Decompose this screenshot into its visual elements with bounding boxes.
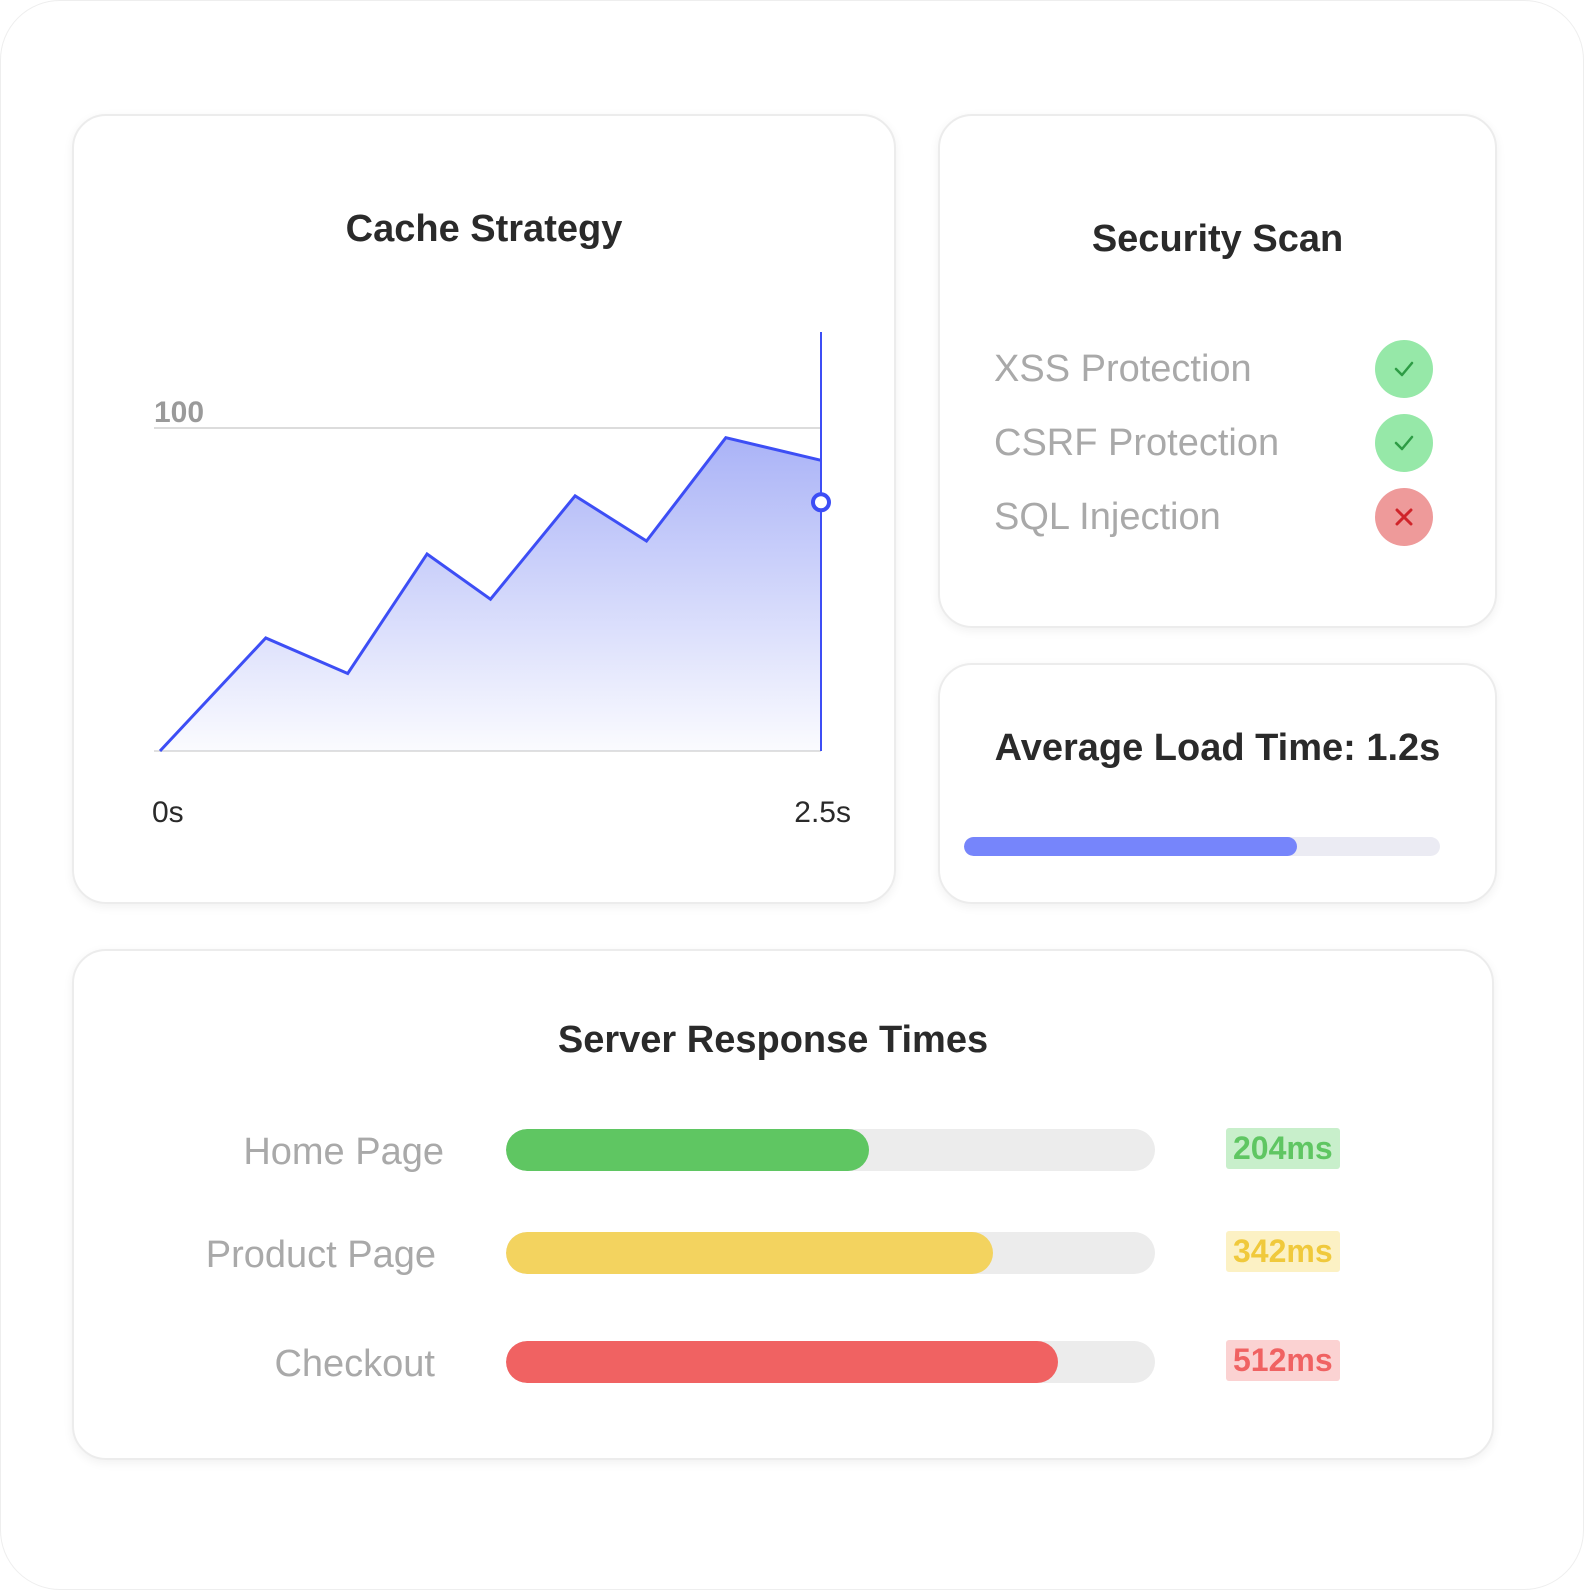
response-time-badge: 342ms [1226,1231,1340,1272]
security-item-label: CSRF Protection [994,422,1280,464]
check-icon [1375,414,1433,472]
server-response-title: Server Response Times [557,1019,989,1061]
security-scan-title: Security Scan [1091,218,1344,260]
load-time-card: Average Load Time: 1.2s [938,663,1497,904]
load-time-progress [964,837,1440,856]
response-bar-fill [506,1232,993,1274]
response-row-label: Checkout [274,1343,435,1385]
x-tick-label: 0s [152,796,184,829]
response-bar-fill [506,1341,1058,1383]
cache-strategy-chart: 100 0s 2.5s [152,332,851,829]
x-tick-label: 2.5s [794,796,851,829]
response-time-badge: 512ms [1226,1340,1340,1381]
security-item: XSS Protection [994,340,1433,400]
cache-strategy-title: Cache Strategy [345,208,623,250]
server-response-card: Server Response Times Home Page 204ms Pro… [72,949,1494,1460]
cursor-marker [811,492,831,513]
area-fill [160,437,821,751]
check-icon [1375,340,1433,398]
security-item: CSRF Protection [994,414,1433,474]
response-time-badge: 204ms [1226,1128,1340,1169]
response-bar [506,1341,1155,1383]
security-item-label: SQL Injection [994,496,1221,538]
security-item-label: XSS Protection [994,348,1252,390]
x-icon [1375,488,1433,546]
response-bar-fill [506,1129,870,1171]
load-time-progress-fill [964,837,1298,856]
response-row-label: Home Page [243,1131,444,1173]
response-bar [506,1129,1155,1171]
load-time-title: Average Load Time: 1.2s [994,727,1441,769]
security-item: SQL Injection [994,488,1433,548]
cache-strategy-card: Cache Strategy 100 0s 2.5s [72,114,896,904]
response-bar [506,1232,1155,1274]
security-scan-card: Security Scan XSS Protection CSRF Protec… [938,114,1497,628]
response-row-label: Product Page [205,1234,436,1276]
y-tick-label: 100 [154,396,204,429]
